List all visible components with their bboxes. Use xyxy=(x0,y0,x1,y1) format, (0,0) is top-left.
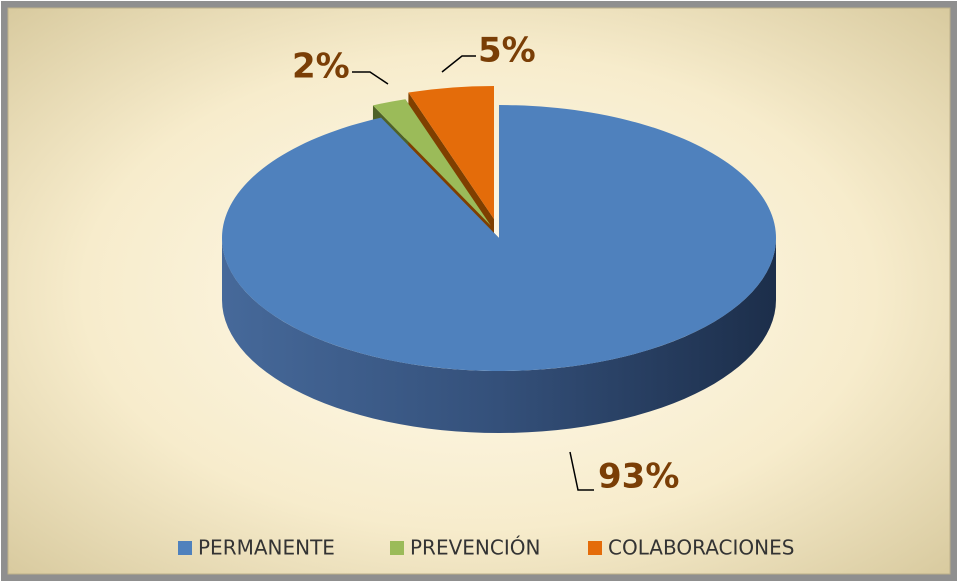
legend-swatch xyxy=(178,541,192,555)
legend-label: COLABORACIONES xyxy=(608,536,794,560)
leader-line xyxy=(441,55,476,73)
slice xyxy=(221,105,776,372)
leader-line xyxy=(569,451,594,491)
legend-label: PERMANENTE xyxy=(198,536,335,560)
legend: PERMANENTE PREVENCIÓN COLABORACIONES xyxy=(178,536,794,560)
leader-line xyxy=(352,71,389,85)
slice xyxy=(408,86,494,220)
pie: 93% 2% 5% xyxy=(221,31,776,497)
legend-swatch xyxy=(390,541,404,555)
slice xyxy=(372,99,491,226)
data-label: 93% xyxy=(598,457,679,497)
data-label: 5% xyxy=(478,31,536,71)
legend-label: PREVENCIÓN xyxy=(410,536,540,560)
data-label: 2% xyxy=(292,47,350,87)
slice-side xyxy=(222,238,776,433)
legend-swatch xyxy=(588,541,602,555)
